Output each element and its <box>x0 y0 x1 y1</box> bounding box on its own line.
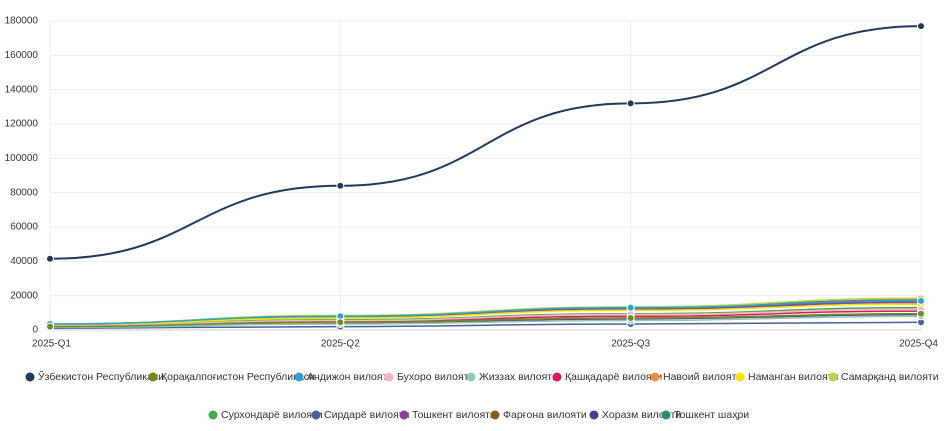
y-tick-label: 0 <box>32 325 38 336</box>
y-tick-label: 180000 <box>5 16 39 27</box>
point <box>46 254 54 263</box>
legend-marker <box>208 410 218 420</box>
legend-marker <box>384 372 394 382</box>
legend-marker <box>735 372 745 382</box>
legend-label: Навоий вилояти <box>663 371 742 383</box>
legend-item[interactable]: Сирдарё вилояти <box>311 409 410 421</box>
legend-label: Хоразм вилояти <box>602 409 681 421</box>
y-tick-label: 20000 <box>10 290 38 301</box>
series-line <box>49 312 922 328</box>
legend-item[interactable]: Хоразм вилояти <box>589 409 682 421</box>
point <box>917 22 925 31</box>
legend-item[interactable]: Тошкент вилояти <box>399 409 496 421</box>
point <box>336 318 345 327</box>
series-line <box>49 308 922 327</box>
y-tick-label: 60000 <box>10 222 38 233</box>
point <box>626 99 635 108</box>
legend-marker <box>490 410 500 420</box>
x-tick-label: 2025-Q2 <box>321 339 360 350</box>
point <box>626 303 635 312</box>
legend-marker <box>148 372 158 382</box>
legend-label: Жиззах вилояти <box>479 371 558 383</box>
legend-item[interactable]: Сурхондарё вилояти <box>208 409 323 421</box>
legend-label: Сурхондарё вилояти <box>221 409 323 421</box>
y-tick-label: 160000 <box>5 50 39 61</box>
legend-label: Ўзбекистон Республикаси <box>38 370 164 383</box>
legend-item[interactable]: Тошкент шаҳри <box>661 409 750 421</box>
y-tick-label: 100000 <box>5 153 39 164</box>
legend-item[interactable]: Навоий вилояти <box>650 371 743 383</box>
legend-label: Қашқадарё вилояти <box>565 371 662 383</box>
series-line <box>49 321 922 330</box>
point <box>46 322 54 331</box>
legend-label: Қорақалпоғистон Республикаси <box>161 371 315 383</box>
legend-label: Фарғона вилояти <box>503 409 587 421</box>
legend-label: Наманган вилояти <box>748 371 838 383</box>
legend-item[interactable]: Фарғона вилояти <box>490 409 587 421</box>
legend-item[interactable]: Самарқанд вилояти <box>828 371 939 383</box>
y-tick-label: 80000 <box>10 187 38 198</box>
legend-marker <box>661 410 671 420</box>
legend-marker <box>466 372 476 382</box>
series-line <box>49 315 922 329</box>
series-line <box>49 300 922 325</box>
point <box>336 181 345 190</box>
legend-item[interactable]: Андижон вилояти <box>294 371 394 383</box>
legend-marker <box>552 372 562 382</box>
legend-label: Самарқанд вилояти <box>841 371 939 383</box>
legend-marker <box>650 372 660 382</box>
legend-marker <box>828 372 838 382</box>
legend-item[interactable]: Наманган вилояти <box>735 371 839 383</box>
legend-item[interactable]: Қашқадарё вилояти <box>552 371 663 383</box>
y-tick-label: 140000 <box>5 84 39 95</box>
x-tick-label: 2025-Q3 <box>611 339 650 350</box>
legend-marker <box>311 410 321 420</box>
legend-label: Тошкент вилояти <box>412 409 496 421</box>
legend-item[interactable]: Жиззах вилояти <box>466 371 559 383</box>
legend-label: Тошкент шаҳри <box>674 409 749 421</box>
x-tick-label: 2025-Q1 <box>32 339 71 350</box>
legend-marker <box>25 372 35 382</box>
y-tick-label: 40000 <box>10 256 38 267</box>
legend-marker <box>399 410 409 420</box>
legend-label: Бухоро вилояти <box>397 371 475 383</box>
series-line <box>49 25 922 260</box>
point <box>917 296 925 305</box>
legend-marker <box>589 410 599 420</box>
point <box>917 309 925 318</box>
legend-label: Андижон вилояти <box>307 371 393 383</box>
point <box>626 313 635 322</box>
legend-item[interactable]: Бухоро вилояти <box>384 371 475 383</box>
legend-marker <box>294 372 304 382</box>
y-tick-label: 120000 <box>5 119 39 130</box>
x-tick-label: 2025-Q4 <box>899 339 938 350</box>
legend-item[interactable]: Қорақалпоғистон Республикаси <box>148 371 316 383</box>
legend-item[interactable]: Ўзбекистон Республикаси <box>25 370 165 383</box>
series-line <box>49 303 922 326</box>
legend-label: Сирдарё вилояти <box>324 409 410 421</box>
